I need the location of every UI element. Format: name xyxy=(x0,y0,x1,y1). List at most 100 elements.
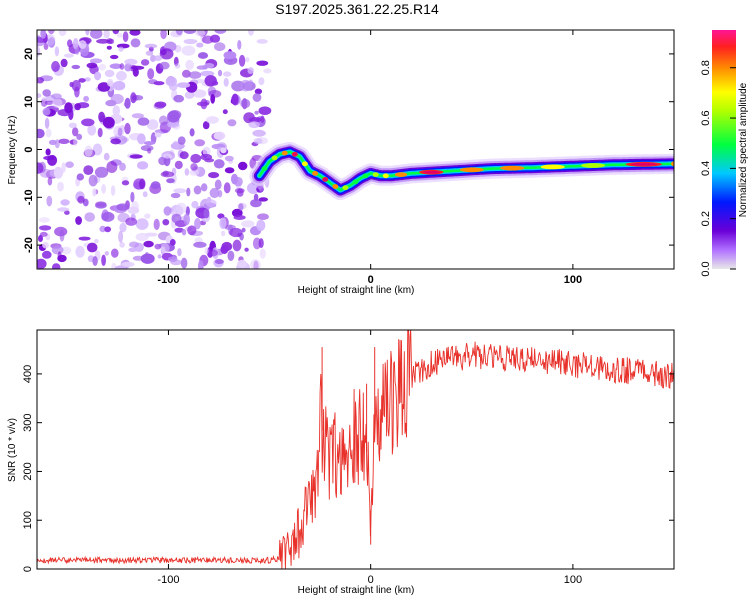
noise-blob xyxy=(37,93,42,99)
noise-blob xyxy=(44,117,50,129)
noise-blob xyxy=(130,92,137,104)
colorbar-ticks: 0.0 0.2 0.4 0.6 0.8 xyxy=(700,60,736,277)
noise-blob xyxy=(130,191,135,203)
noise-blob xyxy=(169,239,176,246)
noise-blob xyxy=(42,107,51,116)
noise-blob xyxy=(37,77,44,84)
snr-xtick-label: -100 xyxy=(157,574,179,586)
noise-blob xyxy=(213,159,225,169)
noise-blob xyxy=(241,227,246,233)
noise-blob xyxy=(162,219,170,226)
snr-xtick-label: 0 xyxy=(368,574,374,586)
noise-blob xyxy=(110,54,119,60)
noise-blob xyxy=(220,245,229,254)
ridge-peak xyxy=(323,178,328,181)
noise-blob xyxy=(214,259,224,265)
noise-blob xyxy=(162,153,172,159)
noise-blob xyxy=(202,121,210,130)
ridge-hotspot xyxy=(312,171,319,176)
noise-blob xyxy=(189,128,195,137)
noise-blob xyxy=(58,138,70,144)
noise-blob xyxy=(139,178,146,190)
noise-blob xyxy=(74,103,81,111)
noise-blob xyxy=(71,80,81,92)
noise-blob xyxy=(119,162,126,171)
spectrogram-xtick-label: -100 xyxy=(157,274,179,286)
noise-blob xyxy=(238,161,248,171)
ridge-peak xyxy=(422,170,440,174)
noise-blob xyxy=(76,133,83,140)
snr-xlabel: Height of straight line (km) xyxy=(298,585,415,596)
snr-ylabel: SNR (10 * v/v) xyxy=(7,418,18,482)
noise-blob xyxy=(122,31,129,43)
noise-blob xyxy=(42,89,51,97)
noise-blob xyxy=(223,71,232,77)
noise-blob xyxy=(57,207,70,212)
noise-blob xyxy=(102,116,115,129)
noise-blob xyxy=(88,174,98,187)
ridge-hotspot xyxy=(459,167,484,173)
noise-blob xyxy=(48,139,57,145)
noise-blob xyxy=(250,199,262,208)
noise-blob xyxy=(57,251,62,261)
spectrogram-ytick-label: 10 xyxy=(23,96,35,108)
noise-blob xyxy=(223,77,229,87)
noise-blob xyxy=(112,30,120,35)
noise-blob xyxy=(124,97,131,109)
noise-blob xyxy=(194,139,206,147)
noise-blob xyxy=(85,30,90,36)
noise-blob xyxy=(248,121,260,129)
noise-blob xyxy=(106,45,112,50)
noise-blob xyxy=(181,45,196,56)
noise-blob xyxy=(159,48,174,60)
noise-blob xyxy=(258,77,265,86)
spectrogram-ytick-label: -20 xyxy=(23,237,35,253)
noise-blob xyxy=(72,38,79,50)
noise-blob xyxy=(51,245,64,255)
colorbar-tick-label: 0.0 xyxy=(700,261,712,276)
noise-blob xyxy=(40,30,47,39)
snr-xtick-label: 100 xyxy=(564,574,582,586)
noise-blob xyxy=(153,218,160,231)
noise-blob xyxy=(201,183,208,192)
noise-blob xyxy=(94,71,102,81)
noise-blob xyxy=(165,76,177,87)
noise-blob xyxy=(144,43,158,49)
noise-blob xyxy=(121,261,135,268)
noise-blob xyxy=(217,213,225,219)
noise-blob xyxy=(45,148,51,156)
noise-blob xyxy=(210,93,216,104)
spectrogram-xtick-label: 100 xyxy=(564,274,582,286)
noise-blob xyxy=(137,117,150,126)
noise-blob xyxy=(204,75,217,87)
snr-ytick-label: 100 xyxy=(22,511,34,529)
noise-blob xyxy=(160,30,167,40)
noise-blob xyxy=(176,82,191,88)
noise-blob xyxy=(206,196,212,203)
noise-blob xyxy=(220,147,227,154)
noise-blob xyxy=(51,93,62,100)
noise-blob xyxy=(64,53,74,58)
noise-blob xyxy=(74,46,80,55)
noise-blob xyxy=(197,52,209,59)
noise-blob xyxy=(71,64,81,70)
noise-blob xyxy=(52,98,63,109)
noise-blob xyxy=(238,203,244,211)
noise-blob xyxy=(47,154,58,166)
noise-blob xyxy=(124,63,132,72)
noise-blob xyxy=(37,258,47,269)
noise-blob xyxy=(84,77,91,82)
noise-blob xyxy=(150,181,161,190)
noise-blob xyxy=(224,167,235,174)
noise-blob xyxy=(189,169,200,176)
ridge-hotspot xyxy=(301,161,308,167)
noise-blob xyxy=(187,225,197,236)
noise-blob xyxy=(214,42,226,52)
noise-blob xyxy=(209,187,220,199)
noise-blob xyxy=(196,42,204,48)
noise-blob xyxy=(252,93,262,102)
noise-blob xyxy=(118,46,124,52)
noise-blob xyxy=(119,63,125,70)
noise-blobs xyxy=(37,30,272,269)
